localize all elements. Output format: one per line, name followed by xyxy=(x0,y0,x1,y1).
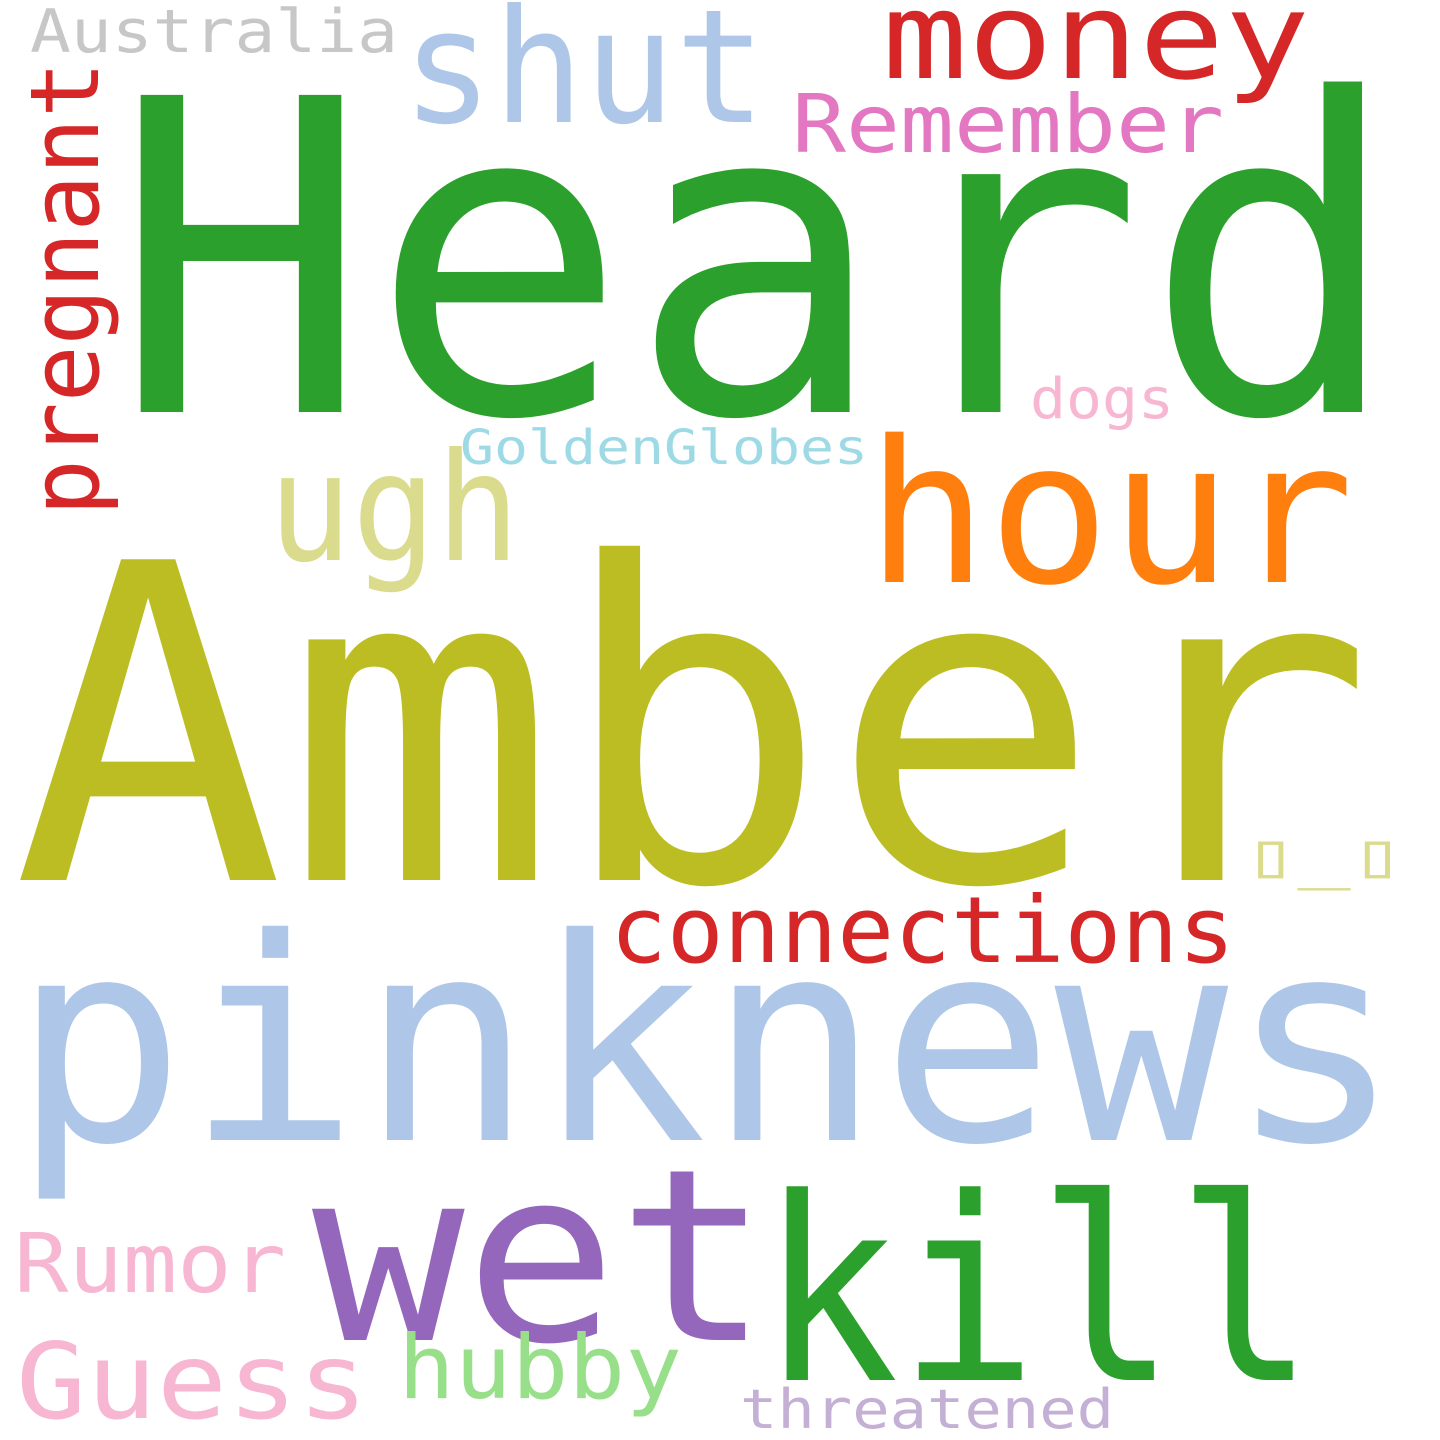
word-hubby: hubby xyxy=(398,1316,682,1419)
word-pinknews: pinknews xyxy=(12,878,1402,1207)
word-goldenglobes: GoldenGlobes xyxy=(460,420,868,476)
word-hour: hour xyxy=(866,398,1354,629)
word-pregnant: pregnant xyxy=(11,61,121,516)
word-remember: Remember xyxy=(792,78,1224,171)
word-wet: wet xyxy=(312,1117,770,1397)
word-kill: kill xyxy=(760,1144,1315,1440)
word-dogs: dogs xyxy=(1030,367,1174,432)
word-australia: Australia xyxy=(30,0,398,67)
word-money: money xyxy=(882,0,1310,107)
word-guess: Guess xyxy=(16,1321,368,1440)
word-amber: Amber xyxy=(12,472,1374,984)
word-ugh: ugh xyxy=(268,422,520,596)
word-heard: Heard xyxy=(112,8,1402,515)
word-rumor: Rumor xyxy=(14,1217,286,1312)
word-box-face: ▯_▯ xyxy=(1244,818,1404,891)
word-shut: shut xyxy=(402,0,766,160)
word-threatened: threatened xyxy=(740,1378,1114,1440)
word-connections: connections xyxy=(610,877,1235,984)
